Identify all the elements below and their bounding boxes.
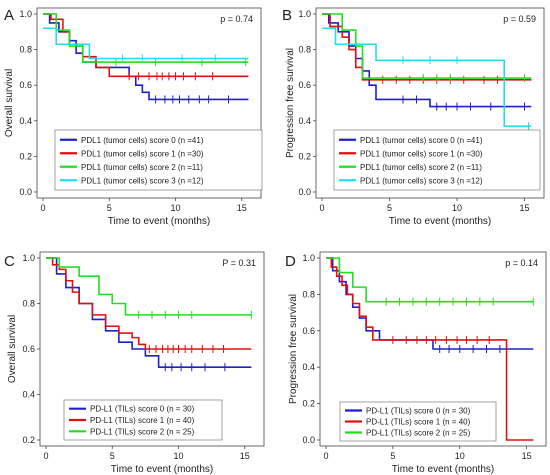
y-tick-label: 0.6	[302, 326, 315, 336]
legend-label: PDL1 (tumor cells) score 3 (n =12)	[360, 176, 483, 185]
x-tick-label: 15	[519, 203, 529, 213]
x-tick-label: 0	[43, 451, 48, 461]
y-tick-label: 1.0	[298, 9, 311, 19]
y-tick-label: 0.6	[22, 344, 35, 354]
series-line-0	[46, 257, 252, 368]
legend-label: PD-L1 (TILs) score 1 (n = 40)	[90, 416, 195, 425]
legend-label: PD-L1 (TILs) score 0 (n = 30)	[90, 405, 195, 414]
y-tick-label: 0.4	[298, 116, 311, 126]
x-tick-label: 0	[40, 203, 45, 213]
y-tick-label: 0.8	[22, 299, 35, 309]
legend-label: PD-L1 (TILs) score 0 (n = 30)	[366, 407, 471, 416]
panel-label: B	[282, 7, 292, 24]
y-tick-label: 0.2	[19, 151, 32, 161]
y-tick-label: 0.4	[19, 116, 32, 126]
series-line-0	[322, 13, 532, 108]
plot-frame	[319, 251, 547, 447]
x-tick-label: 10	[452, 203, 462, 213]
p-value-text: P = 0.31	[222, 258, 256, 268]
x-tick-label: 15	[237, 203, 247, 213]
y-tick-label: 0.0	[19, 187, 32, 197]
legend-label: PDL1 (tumor cells) score 2 (n =11)	[81, 163, 203, 172]
y-axis-label: Overall survival	[4, 69, 15, 137]
series-line-1	[322, 13, 532, 81]
p-value-text: p = 0.14	[505, 258, 538, 268]
panel-b: B 0.0 0.2 0.4 0.6 0.8 1.0 0 5 10 15 Time to event (…	[282, 7, 545, 227]
legend-box	[54, 129, 263, 191]
legend-box	[339, 401, 497, 442]
y-tick-label: 0.0	[302, 435, 315, 445]
legend-label: PDL1 (tumor cells) score 1 (n =30)	[81, 149, 204, 158]
panel-label: A	[4, 7, 14, 24]
x-tick-label: 5	[387, 203, 392, 213]
plot-frame	[315, 7, 545, 199]
legend-box	[333, 129, 541, 191]
y-tick-label: 0.2	[302, 399, 315, 409]
x-axis-label: Time to event (months)	[111, 464, 213, 475]
y-tick-label: 0.6	[298, 80, 311, 90]
series-line-3	[322, 27, 532, 127]
y-tick-label: 0.4	[302, 362, 315, 372]
panel-label: C	[4, 253, 15, 270]
y-tick-label: 0.8	[302, 289, 315, 299]
series-line-2	[46, 257, 252, 316]
legend-label: PD-L1 (TILs) score 2 (n = 25)	[90, 427, 195, 436]
x-axis-label: Time to event (months)	[392, 464, 494, 475]
y-tick-label: 0.6	[19, 80, 32, 90]
p-value-text: p = 0.74	[220, 14, 253, 24]
series-line-1	[46, 257, 252, 350]
y-tick-label: 0.8	[298, 45, 311, 55]
x-tick-label: 0	[323, 451, 328, 461]
y-axis-label: Progression free survival	[285, 48, 296, 158]
y-axis-label: Progression free survival	[288, 294, 299, 404]
y-tick-label: 0.2	[298, 151, 311, 161]
y-tick-label: 0.8	[19, 45, 32, 55]
x-axis-label: Time to event (months)	[389, 216, 491, 227]
y-tick-label: 1.0	[302, 253, 315, 263]
x-tick-label: 15	[522, 451, 532, 461]
series-line-2	[326, 257, 534, 303]
legend-label: PDL1 (tumor cells) score 0 (n =41)	[360, 136, 483, 145]
x-tick-label: 15	[240, 451, 250, 461]
x-tick-label: 0	[319, 203, 324, 213]
x-tick-label: 10	[455, 451, 465, 461]
plot-frame	[36, 7, 262, 199]
legend-label: PDL1 (tumor cells) score 3 (n =12)	[81, 176, 204, 185]
y-tick-label: 0.4	[22, 390, 35, 400]
y-tick-label: 0.0	[298, 187, 311, 197]
panel-label: D	[285, 253, 296, 270]
series-line-3	[43, 27, 249, 60]
legend-label: PD-L1 (TILs) score 1 (n = 40)	[366, 418, 471, 427]
p-value-text: p = 0.59	[503, 14, 536, 24]
y-tick-label: 1.0	[19, 9, 32, 19]
panel-d: D 0.0 0.2 0.4 0.6 0.8 1.0 0 5 10 15 Time to event (…	[285, 251, 547, 475]
legend-box	[63, 399, 223, 441]
series-line-1	[43, 13, 249, 78]
y-axis-label: Overall survival	[7, 315, 18, 383]
legend-label: PDL1 (tumor cells) score 1 (n =30)	[360, 149, 483, 158]
legend-label: PDL1 (tumor cells) score 2 (n =11)	[360, 163, 482, 172]
x-tick-label: 5	[110, 451, 115, 461]
legend-label: PD-L1 (TILs) score 2 (n = 25)	[366, 429, 471, 438]
panel-c: C 0.2 0.4 0.6 0.8 1.0 0 5 10 15 Time to event (mon…	[4, 251, 265, 475]
y-tick-label: 0.2	[22, 435, 35, 445]
x-tick-label: 5	[107, 203, 112, 213]
x-tick-label: 10	[170, 203, 180, 213]
x-tick-label: 10	[173, 451, 183, 461]
series-line-1	[326, 257, 534, 441]
series-line-0	[43, 13, 249, 101]
x-tick-label: 5	[390, 451, 395, 461]
legend-label: PDL1 (tumor cells) score 0 (n =41)	[81, 136, 204, 145]
x-axis-label: Time to event (months)	[108, 216, 210, 227]
series-line-2	[322, 13, 532, 79]
series-line-2	[43, 13, 249, 63]
panel-a: A 0.0 0.2 0.4 0.6 0.8 1.0 0 5 10 15 Time to event (…	[4, 7, 263, 227]
y-tick-label: 1.0	[22, 253, 35, 263]
